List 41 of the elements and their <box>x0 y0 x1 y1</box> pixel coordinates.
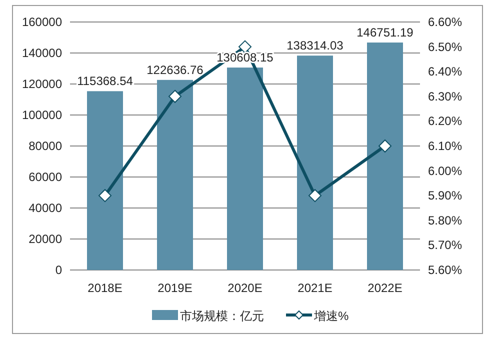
bar <box>227 68 263 270</box>
y-tick-label: 100000 <box>22 108 62 122</box>
point <box>378 140 392 152</box>
y-tick-label: 160000 <box>22 15 62 29</box>
y2-tick-label: 5.60% <box>428 263 462 277</box>
bar <box>87 91 123 270</box>
data-label: 115368.54 <box>77 74 134 88</box>
y2-tick-label: 6.10% <box>428 139 462 153</box>
x-tick-label: 2022E <box>368 281 402 295</box>
point <box>98 189 112 202</box>
bar <box>157 80 193 270</box>
y-tick-label: 120000 <box>22 77 62 91</box>
x-tick-label: 2019E <box>158 281 192 295</box>
y-tick-label: 40000 <box>28 201 62 215</box>
y2-tick-label: 6.00% <box>428 164 462 178</box>
point <box>168 90 182 103</box>
x-tick-label: 2020E <box>228 281 262 295</box>
y-tick-label: 20000 <box>28 232 62 246</box>
x-tick-label: 2018E <box>88 281 122 295</box>
data-label: 122636.76 <box>146 62 204 77</box>
legend-label: 市场规模：亿元 <box>180 309 264 323</box>
y2-tick-label: 6.30% <box>428 89 462 104</box>
x-tick-label: 2021E <box>298 281 332 295</box>
bar <box>367 42 403 270</box>
y2-tick-label: 5.70% <box>428 238 462 252</box>
y2-tick-label: 6.40% <box>428 64 462 79</box>
y-tick-label: 80000 <box>28 139 62 153</box>
y2-tick-label: 6.50% <box>428 40 462 54</box>
y-tick-label: 140000 <box>22 46 62 60</box>
data-label: 146751.19 <box>356 26 414 40</box>
bar <box>297 56 333 270</box>
data-label: 138314.03 <box>286 38 344 53</box>
y-tick-label: 60000 <box>28 170 62 184</box>
y2-tick-label: 5.80% <box>428 213 462 228</box>
point <box>308 189 322 202</box>
legend-label: 增速% <box>313 309 349 323</box>
y2-tick-label: 5.90% <box>428 188 462 203</box>
y2-tick-label: 6.60% <box>428 15 462 29</box>
y2-tick-label: 6.20% <box>428 114 462 128</box>
point <box>238 40 252 54</box>
y-tick-label: 0 <box>55 263 62 277</box>
